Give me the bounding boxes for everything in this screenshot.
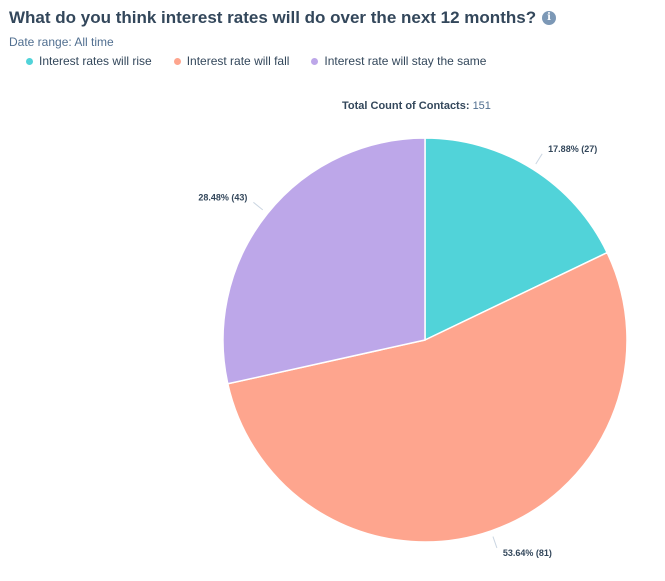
slice-label-rise: 17.88% (27) <box>548 144 597 154</box>
pie-slice-rise[interactable] <box>424 137 609 342</box>
legend-label-same: Interest rate will stay the same <box>324 54 487 68</box>
pie-slice-fall[interactable] <box>226 251 628 543</box>
legend-label-rise: Interest rates will rise <box>39 54 152 68</box>
chart-title: What do you think interest rates will do… <box>9 8 537 27</box>
legend-label-fall: Interest rate will fall <box>186 54 290 68</box>
info-icon[interactable]: i <box>542 11 557 25</box>
legend-swatch-fall <box>173 57 181 65</box>
legend-item-rise[interactable]: Interest rates will rise <box>26 54 152 68</box>
leader-line-rise <box>535 153 543 165</box>
chart-legend: Interest rates will rise Interest rate w… <box>26 54 486 68</box>
legend-swatch-rise <box>26 57 33 65</box>
total-count-value: 151 <box>472 100 491 112</box>
slice-label-fall: 53.64% (81) <box>503 548 552 558</box>
date-range-label: Date range: All time <box>9 35 114 49</box>
leader-line-same <box>253 201 264 211</box>
total-count: Total Count of Contacts: 151 <box>342 100 491 112</box>
total-count-label: Total Count of Contacts: <box>342 100 470 112</box>
legend-item-fall[interactable]: Interest rate will fall <box>173 54 290 68</box>
slice-label-same: 28.48% (43) <box>198 192 247 202</box>
chart-header: What do you think interest rates will do… <box>9 8 557 28</box>
legend-item-same[interactable]: Interest rate will stay the same <box>311 54 486 68</box>
legend-swatch-same <box>311 57 319 65</box>
leader-line-fall <box>492 536 498 549</box>
pie-slice-same[interactable] <box>222 137 426 385</box>
